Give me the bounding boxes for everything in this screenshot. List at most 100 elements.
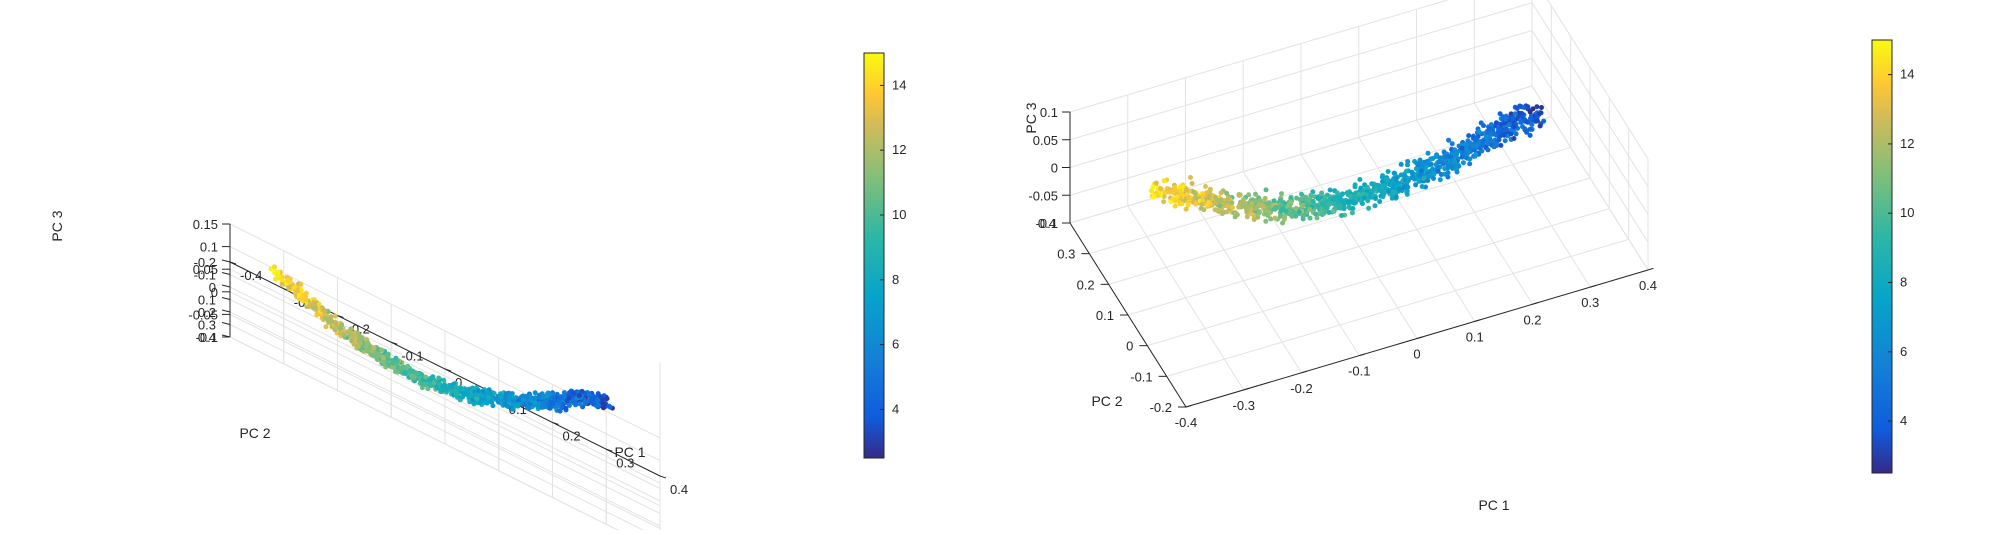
colorbar: 4 6 8 10 12 14 bbox=[1871, 39, 1914, 474]
data-point bbox=[1419, 184, 1425, 189]
data-point bbox=[348, 326, 354, 332]
data-point bbox=[561, 394, 567, 400]
data-point bbox=[1193, 201, 1199, 207]
data-point bbox=[522, 402, 527, 407]
x-tick-label: -0.4 bbox=[240, 268, 262, 283]
colorbar-tick-label: 12 bbox=[1900, 136, 1914, 151]
data-point bbox=[484, 389, 490, 395]
data-point bbox=[1357, 177, 1363, 182]
data-point bbox=[540, 394, 546, 400]
data-point bbox=[409, 373, 415, 379]
data-point bbox=[1150, 185, 1156, 190]
data-point bbox=[1454, 169, 1460, 175]
data-point bbox=[1493, 120, 1499, 126]
data-point bbox=[1199, 201, 1205, 207]
y-tick-label: -0.2 bbox=[1150, 400, 1172, 415]
data-point bbox=[1272, 215, 1278, 221]
data-point bbox=[1186, 194, 1192, 200]
data-point bbox=[303, 290, 309, 296]
x-tick-mark bbox=[1185, 404, 1192, 408]
x-tick-label: 0.2 bbox=[1523, 312, 1541, 327]
grid-line bbox=[229, 313, 661, 529]
scatter-3d-panel-right: -0.4-0.3-0.2-0.100.10.20.30.4-0.2-0.100.… bbox=[1023, 0, 1914, 513]
grid-line bbox=[1069, 57, 1533, 196]
data-point bbox=[1277, 213, 1283, 219]
data-point bbox=[1161, 194, 1167, 199]
data-point bbox=[570, 390, 576, 396]
data-point bbox=[1263, 187, 1269, 193]
data-point bbox=[557, 408, 563, 414]
data-point bbox=[303, 297, 309, 303]
data-point bbox=[344, 329, 350, 335]
data-point bbox=[1502, 138, 1508, 144]
data-point bbox=[419, 385, 425, 391]
data-point bbox=[1436, 159, 1442, 165]
data-point bbox=[1366, 205, 1372, 211]
data-point bbox=[1377, 199, 1383, 204]
x-tick-mark bbox=[659, 475, 667, 479]
data-point bbox=[1481, 123, 1486, 129]
y-axis-label: PC 2 bbox=[1091, 393, 1122, 409]
data-point bbox=[1236, 193, 1242, 198]
y-tick-label: 0 bbox=[209, 280, 216, 295]
y-tick-label: 0.2 bbox=[198, 305, 216, 320]
data-point bbox=[1423, 164, 1429, 170]
data-point bbox=[294, 288, 300, 294]
data-point bbox=[1466, 133, 1472, 139]
data-point bbox=[467, 399, 473, 405]
data-point bbox=[1534, 104, 1540, 110]
x-tick-label: 0 bbox=[455, 375, 462, 390]
data-point bbox=[1510, 116, 1516, 122]
data-point bbox=[595, 402, 601, 408]
tick-labels: -0.4-0.3-0.2-0.100.10.20.30.4-0.2-0.100.… bbox=[188, 217, 688, 497]
data-point bbox=[1379, 174, 1385, 180]
data-point bbox=[419, 371, 424, 377]
y-tick-mark bbox=[221, 322, 231, 325]
data-point bbox=[598, 394, 603, 400]
data-point bbox=[1459, 145, 1465, 151]
data-point bbox=[1454, 149, 1460, 155]
z-tick-label: -0.1 bbox=[1036, 216, 1058, 231]
data-point bbox=[510, 398, 516, 404]
grid-line bbox=[1531, 30, 1649, 215]
data-point bbox=[1217, 203, 1223, 209]
colorbar-tick-label: 14 bbox=[892, 77, 906, 92]
data-point bbox=[1264, 211, 1269, 217]
data-point bbox=[469, 385, 475, 391]
data-point bbox=[1498, 142, 1504, 148]
data-point bbox=[1382, 183, 1388, 189]
data-point bbox=[1374, 182, 1380, 188]
x-tick-label: 0.3 bbox=[1581, 295, 1599, 310]
y-tick-mark bbox=[221, 297, 231, 300]
data-point bbox=[1308, 192, 1314, 198]
y-tick-label: 0 bbox=[1126, 339, 1133, 354]
data-point bbox=[1437, 177, 1443, 183]
data-point bbox=[1497, 111, 1503, 117]
data-point bbox=[1256, 209, 1262, 215]
x-tick-label: -0.3 bbox=[1233, 398, 1255, 413]
data-point bbox=[566, 395, 572, 401]
data-point bbox=[1433, 154, 1439, 160]
data-point bbox=[1200, 191, 1206, 197]
grid-line bbox=[1069, 30, 1533, 168]
data-point bbox=[1473, 151, 1479, 157]
data-point bbox=[1185, 202, 1191, 208]
y-tick-mark bbox=[221, 284, 231, 288]
scatter-3d-panel-left: -0.4-0.3-0.2-0.100.10.20.30.4-0.2-0.100.… bbox=[49, 52, 906, 535]
z-axis-label: PC 3 bbox=[1023, 102, 1039, 133]
data-point bbox=[498, 394, 504, 400]
data-point bbox=[1404, 168, 1409, 174]
data-point bbox=[1224, 190, 1230, 196]
data-point bbox=[1476, 129, 1482, 135]
data-point bbox=[1350, 206, 1356, 211]
y-tick-label: 0.4 bbox=[198, 330, 216, 345]
data-point bbox=[547, 405, 553, 411]
data-point bbox=[1537, 123, 1543, 129]
grid-line bbox=[1531, 2, 1649, 188]
y-tick-label: -0.1 bbox=[194, 268, 216, 283]
data-point bbox=[1533, 118, 1539, 124]
data-point bbox=[1314, 215, 1320, 221]
data-point bbox=[1470, 143, 1476, 149]
z-tick-label: 0.1 bbox=[1040, 105, 1058, 120]
grid-line bbox=[1166, 238, 1629, 377]
